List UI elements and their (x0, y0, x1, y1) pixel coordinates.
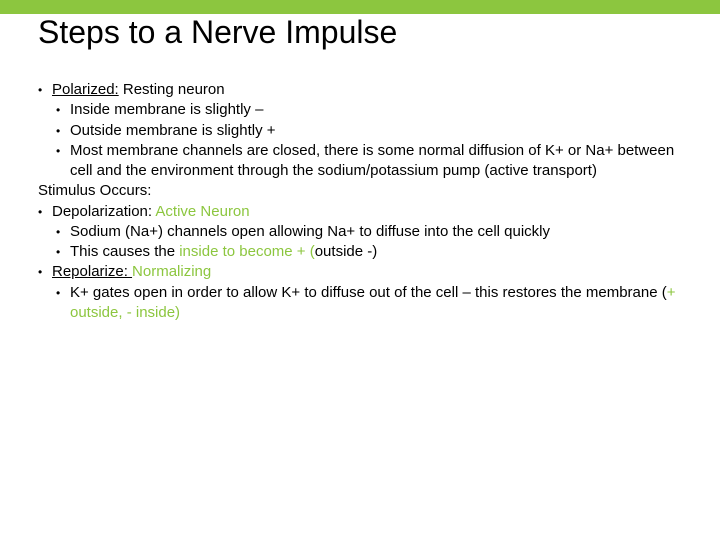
bullet-icon: • (38, 80, 52, 100)
term: Polarized: (52, 81, 119, 98)
text: outside -) (315, 243, 378, 260)
text: Depolarization: Active Neuron (52, 202, 690, 222)
list-item: • Most membrane channels are closed, the… (38, 141, 690, 182)
bullet-icon: • (56, 242, 70, 262)
text: Resting neuron (119, 81, 225, 98)
bullet-icon: • (56, 222, 70, 242)
text: This causes the (70, 243, 179, 260)
list-item: • Outside membrane is slightly + (38, 121, 690, 141)
term: Repolarize: (52, 263, 132, 280)
text: Repolarize: Normalizing (52, 262, 690, 282)
list-item: Stimulus Occurs: (38, 181, 690, 201)
list-item: • K+ gates open in order to allow K+ to … (38, 283, 690, 324)
list-item: • Inside membrane is slightly – (38, 100, 690, 120)
text: K+ gates open in order to allow K+ to di… (70, 284, 667, 301)
list-item: • Depolarization: Active Neuron (38, 202, 690, 222)
bullet-icon: • (56, 100, 70, 120)
text: Inside membrane is slightly – (70, 100, 690, 120)
text: This causes the inside to become + (outs… (70, 242, 690, 262)
highlight: Active Neuron (155, 203, 249, 220)
highlight: Normalizing (132, 263, 211, 280)
bullet-icon: • (56, 121, 70, 141)
highlight: inside to become + ( (179, 243, 315, 260)
text: Outside membrane is slightly + (70, 121, 690, 141)
list-item: • Repolarize: Normalizing (38, 262, 690, 282)
text: K+ gates open in order to allow K+ to di… (70, 283, 690, 324)
list-item: • Sodium (Na+) channels open allowing Na… (38, 222, 690, 242)
bullet-icon: • (38, 202, 52, 222)
text: Stimulus Occurs: (38, 181, 690, 201)
accent-bar (0, 0, 720, 14)
bullet-icon: • (56, 283, 70, 303)
bullet-icon: • (56, 141, 70, 161)
text: Polarized: Resting neuron (52, 80, 690, 100)
body-content: • Polarized: Resting neuron • Inside mem… (38, 80, 690, 323)
text: Sodium (Na+) channels open allowing Na+ … (70, 222, 690, 242)
list-item: • Polarized: Resting neuron (38, 80, 690, 100)
bullet-icon: • (38, 262, 52, 282)
term: Depolarization: (52, 203, 155, 220)
page-title: Steps to a Nerve Impulse (38, 14, 397, 51)
title-row: Steps to a Nerve Impulse (38, 14, 397, 51)
list-item: • This causes the inside to become + (ou… (38, 242, 690, 262)
text: Most membrane channels are closed, there… (70, 141, 690, 182)
